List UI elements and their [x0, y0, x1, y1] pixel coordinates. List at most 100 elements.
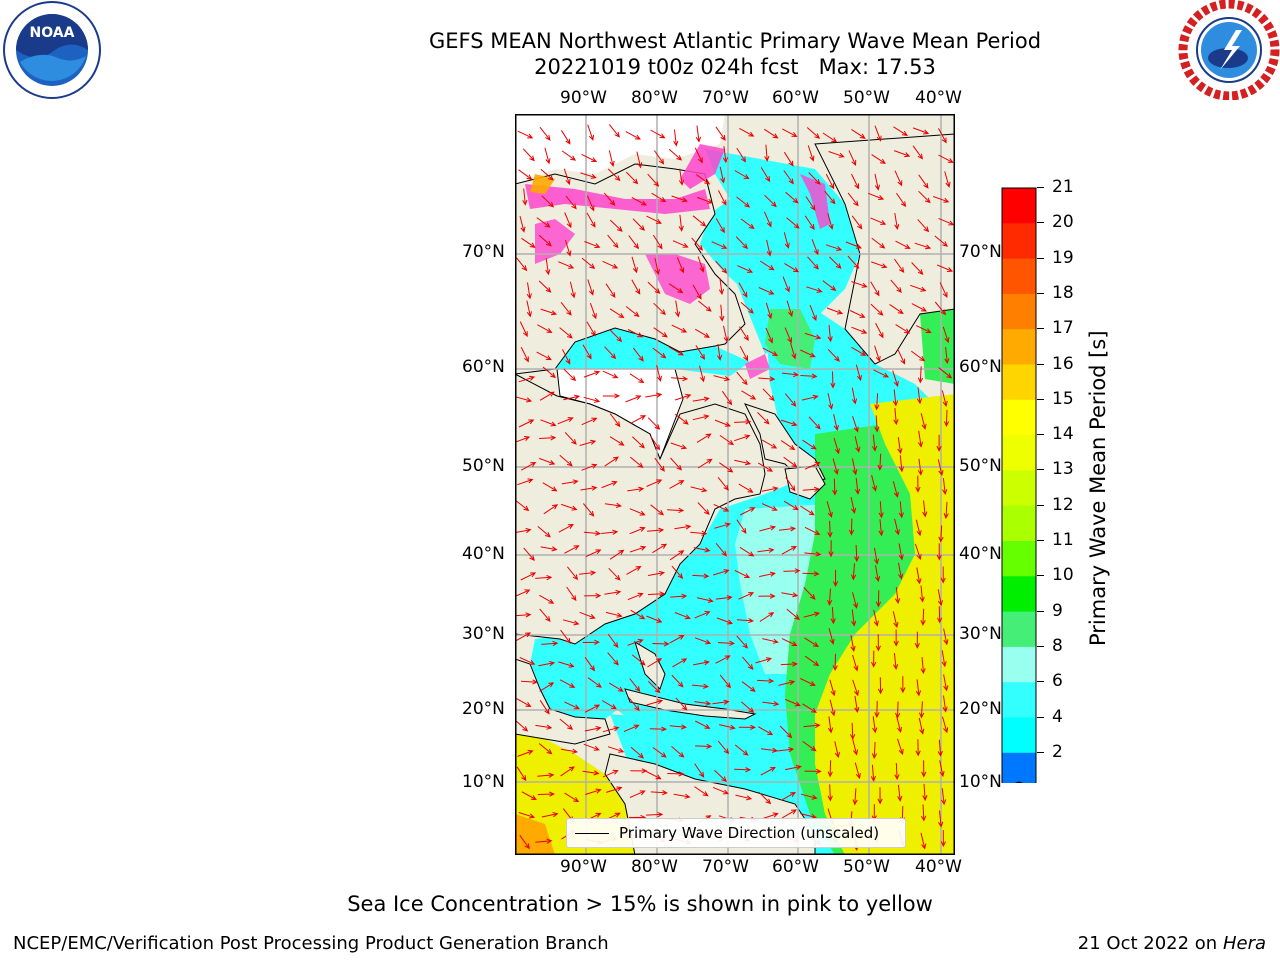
wave-direction-arrow — [698, 300, 712, 312]
wave-direction-arrow — [714, 522, 731, 529]
wave-direction-arrow — [900, 676, 906, 694]
wave-direction-arrow — [558, 261, 575, 269]
wave-direction-arrow — [647, 527, 665, 533]
wave-direction-arrow — [800, 793, 818, 800]
wave-direction-arrow — [808, 416, 821, 430]
wave-direction-arrow — [579, 611, 596, 619]
wave-direction-arrow — [734, 569, 751, 579]
colorbar-band — [1002, 364, 1036, 401]
wave-direction-arrow — [714, 769, 727, 782]
wave-direction-arrow — [893, 126, 908, 137]
wave-direction-arrow — [623, 724, 640, 733]
lon-label-top-50w: 50°W — [843, 88, 890, 108]
wave-direction-arrow — [942, 695, 948, 713]
wave-direction-arrow — [871, 237, 886, 249]
wave-direction-arrow — [668, 346, 685, 356]
wave-direction-arrow — [851, 346, 867, 356]
colorbar-tick-label: 16 — [1052, 353, 1074, 374]
wave-direction-arrow — [822, 132, 838, 143]
wave-direction-arrow — [759, 525, 777, 532]
wave-direction-arrow — [584, 657, 596, 672]
wave-direction-arrow — [761, 439, 778, 449]
wave-direction-arrow — [697, 458, 713, 469]
wave-direction-arrow — [678, 214, 684, 232]
wave-direction-arrow — [942, 478, 948, 496]
wave-direction-arrow — [676, 257, 685, 274]
wave-direction-arrow — [739, 345, 749, 362]
wave-direction-arrow — [854, 762, 861, 780]
wave-direction-arrow — [765, 327, 773, 344]
wave-direction-arrow — [583, 530, 602, 536]
wave-direction-arrow — [604, 346, 617, 360]
wave-direction-arrow — [608, 682, 624, 692]
lon-label-bottom-80w: 80°W — [631, 857, 678, 877]
wave-direction-arrow — [690, 530, 708, 536]
wave-direction-arrow — [667, 507, 685, 514]
footer-branch: NCEP/EMC/Verification Post Processing Pr… — [13, 933, 609, 954]
wave-direction-arrow — [822, 280, 837, 292]
colorbar-tick-mark — [1037, 328, 1044, 330]
colorbar-tick-label: 14 — [1052, 424, 1074, 445]
colorbar-tick-label: 11 — [1052, 530, 1074, 550]
wave-direction-arrow — [778, 680, 796, 686]
wave-direction-arrow — [871, 154, 886, 164]
wave-direction-arrow — [678, 168, 685, 186]
wave-direction-arrow — [581, 153, 598, 163]
wave-direction-arrow — [832, 478, 838, 496]
wave-direction-arrow — [806, 127, 821, 139]
colorbar-tick-mark — [1037, 398, 1044, 400]
wave-direction-arrow — [522, 188, 528, 206]
wave-direction-arrow — [585, 788, 602, 795]
wave-direction-arrow — [605, 611, 623, 618]
wave-direction-arrow — [560, 766, 575, 777]
map-subtitle: 20221019 t00z 024h fcst Max: 17.53 — [534, 55, 936, 79]
wave-direction-arrow — [874, 415, 880, 433]
wave-direction-arrow — [693, 660, 710, 666]
wave-direction-arrow — [629, 678, 641, 693]
wave-direction-arrow — [541, 640, 559, 647]
wave-direction-arrow — [601, 529, 619, 535]
wave-direction-arrow — [800, 349, 816, 358]
wave-direction-arrow — [892, 370, 899, 387]
wave-direction-arrow — [586, 212, 596, 228]
wave-direction-arrow — [910, 284, 927, 292]
wave-direction-arrow — [851, 326, 868, 334]
wave-direction-arrow — [918, 190, 931, 204]
wave-direction-arrow — [740, 701, 755, 714]
wave-direction-arrow — [736, 519, 747, 534]
footer-date-text: 21 Oct 2022 on — [1077, 933, 1223, 954]
wave-direction-arrow — [778, 526, 797, 532]
wave-direction-arrow — [871, 741, 878, 760]
wave-direction-arrow — [691, 683, 710, 689]
colorbar-tick-label: 21 — [1052, 177, 1074, 197]
wave-direction-arrow — [669, 550, 685, 561]
footer-host: Hera — [1222, 933, 1266, 954]
wave-direction-arrow — [851, 173, 859, 190]
wave-direction-arrow — [652, 747, 667, 758]
wave-direction-arrow — [898, 543, 904, 561]
colorbar-tick-label: 6 — [1052, 671, 1063, 692]
wave-direction-arrow — [560, 629, 571, 644]
wave-direction-arrow — [581, 463, 598, 471]
wave-direction-arrow — [874, 700, 880, 719]
wave-direction-arrow — [851, 281, 868, 288]
wave-direction-arrow — [692, 414, 710, 421]
wave-direction-arrow — [851, 609, 857, 627]
wave-direction-arrow — [540, 419, 557, 427]
lat-label-left-20n: 20°N — [462, 699, 505, 719]
wave-direction-arrow — [719, 462, 734, 473]
wave-direction-arrow — [719, 304, 725, 322]
hudson-bay-water — [555, 328, 750, 376]
wave-direction-arrow — [716, 617, 734, 625]
wave-direction-arrow — [762, 347, 779, 356]
wave-direction-arrow — [877, 453, 883, 471]
wave-direction-arrow — [760, 167, 771, 183]
map-frame — [515, 114, 955, 855]
lat-label-left-60n: 60°N — [462, 357, 505, 377]
wave-direction-arrow — [736, 635, 748, 649]
wave-direction-arrow — [631, 256, 638, 274]
wave-direction-arrow — [936, 434, 942, 452]
wave-direction-arrow — [917, 430, 924, 448]
wave-direction-arrow — [804, 215, 815, 231]
arctic-nodata-region — [515, 114, 725, 184]
